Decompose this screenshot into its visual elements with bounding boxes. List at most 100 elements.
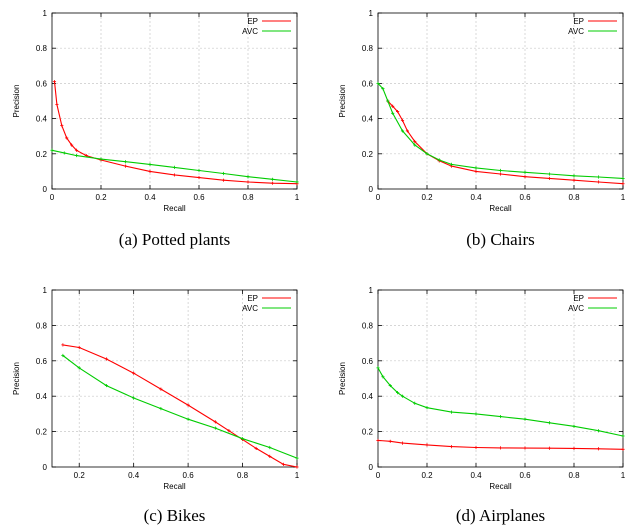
- data-point-avc: [132, 396, 136, 400]
- x-tick-label: 0.2: [95, 193, 107, 202]
- data-point-avc: [498, 168, 503, 173]
- data-point-avc: [246, 175, 250, 179]
- data-point-avc: [381, 375, 385, 379]
- data-point-ep: [396, 109, 400, 114]
- legend-label: AVC: [242, 27, 258, 36]
- data-point-avc: [596, 175, 601, 179]
- series-line-avc: [377, 83, 624, 179]
- x-tick-label: 0.4: [470, 471, 482, 480]
- data-point-ep: [400, 441, 405, 445]
- data-point-ep: [572, 178, 576, 182]
- data-point-avc: [388, 383, 392, 388]
- series-line-avc: [51, 149, 298, 183]
- data-point-ep: [104, 357, 109, 361]
- data-point-avc: [621, 176, 625, 181]
- x-tick-label: 1: [621, 193, 625, 202]
- data-point-avc: [376, 366, 380, 370]
- data-point-avc: [213, 426, 217, 430]
- x-tick-label: 1: [621, 471, 625, 480]
- y-tick-label: 0.6: [36, 357, 48, 366]
- data-point-ep: [621, 447, 625, 451]
- data-point-avc: [61, 353, 65, 358]
- x-tick-label: 0.6: [519, 471, 531, 480]
- data-point-avc: [268, 445, 272, 450]
- data-point-avc: [172, 165, 177, 169]
- data-point-avc: [240, 437, 245, 441]
- chart-panel-3: 0 0.2 0.4 0.6 0.8 1 0 0.2 0.4 0.6 0.8 1 Recall Precis…: [338, 286, 625, 525]
- chart-panel-2: 0 0.2 0.4 0.6 0.8 1 0.2 0.4 0.6 0.8 1 Recall Precisi…: [12, 286, 300, 525]
- data-point-ep: [65, 136, 69, 140]
- data-point-avc: [148, 162, 152, 166]
- data-point-avc: [376, 81, 380, 85]
- data-point-avc: [547, 421, 552, 425]
- x-tick-label: 1: [295, 471, 300, 480]
- data-point-avc: [104, 383, 109, 388]
- data-point-ep: [547, 446, 552, 450]
- data-point-avc: [386, 99, 390, 103]
- data-point-ep: [295, 465, 299, 469]
- data-point-ep: [270, 181, 275, 185]
- y-tick-label: 0.8: [362, 321, 374, 330]
- data-point-avc: [295, 456, 299, 460]
- data-point-avc: [123, 160, 128, 164]
- data-point-avc: [391, 111, 395, 115]
- x-tick-label: 0.2: [74, 471, 86, 480]
- data-point-avc: [474, 166, 478, 170]
- panel-caption: (b) Chairs: [466, 230, 534, 249]
- data-point-avc: [621, 434, 625, 438]
- legend-label: AVC: [568, 27, 584, 36]
- data-point-ep: [55, 102, 59, 107]
- data-point-avc: [547, 172, 552, 176]
- y-tick-label: 1: [369, 286, 374, 295]
- x-axis-label: Recall: [489, 482, 511, 491]
- data-point-avc: [270, 177, 275, 181]
- x-axis-label: Recall: [163, 482, 185, 491]
- data-point-ep: [148, 169, 152, 173]
- x-tick-label: 0.6: [193, 193, 205, 202]
- x-tick-label: 0.8: [568, 471, 580, 480]
- data-point-avc: [381, 87, 385, 91]
- data-point-ep: [281, 462, 285, 466]
- series-line-ep: [377, 439, 624, 450]
- data-point-ep: [474, 445, 478, 450]
- data-point-avc: [77, 366, 81, 370]
- y-axis-label: Precision: [12, 362, 21, 395]
- data-point-ep: [246, 180, 250, 184]
- data-point-avc: [425, 152, 429, 156]
- data-point-avc: [295, 180, 299, 184]
- data-point-avc: [449, 410, 454, 414]
- y-axis-label: Precision: [338, 362, 347, 395]
- data-point-ep: [186, 403, 190, 407]
- data-point-ep: [268, 454, 272, 458]
- y-tick-label: 0.8: [36, 321, 48, 330]
- data-point-avc: [572, 424, 576, 428]
- data-point-avc: [425, 406, 429, 410]
- data-point-avc: [396, 391, 400, 395]
- y-tick-label: 0.6: [362, 79, 374, 88]
- data-point-ep: [425, 443, 429, 447]
- data-point-ep: [523, 175, 527, 179]
- series-line-ep: [62, 344, 298, 468]
- data-point-ep: [498, 172, 503, 176]
- data-point-avc: [99, 157, 103, 161]
- data-point-ep: [61, 343, 65, 347]
- data-point-avc: [221, 171, 226, 176]
- y-tick-label: 0.2: [36, 428, 48, 437]
- data-point-ep: [405, 129, 409, 133]
- x-tick-label: 0.8: [568, 193, 580, 202]
- legend-label: EP: [247, 294, 258, 303]
- y-tick-label: 0.8: [36, 44, 48, 53]
- x-tick-label: 0.4: [144, 193, 156, 202]
- data-point-avc: [413, 143, 417, 147]
- data-point-ep: [391, 104, 395, 108]
- data-point-ep: [77, 345, 81, 350]
- y-tick-label: 0.6: [362, 357, 374, 366]
- data-point-ep: [523, 446, 527, 450]
- data-point-avc: [523, 170, 527, 174]
- x-tick-label: 0.8: [237, 471, 249, 480]
- x-tick-label: 0.2: [421, 193, 433, 202]
- data-point-ep: [74, 148, 79, 152]
- series-line-ep: [387, 100, 624, 185]
- y-tick-label: 0.2: [36, 150, 48, 159]
